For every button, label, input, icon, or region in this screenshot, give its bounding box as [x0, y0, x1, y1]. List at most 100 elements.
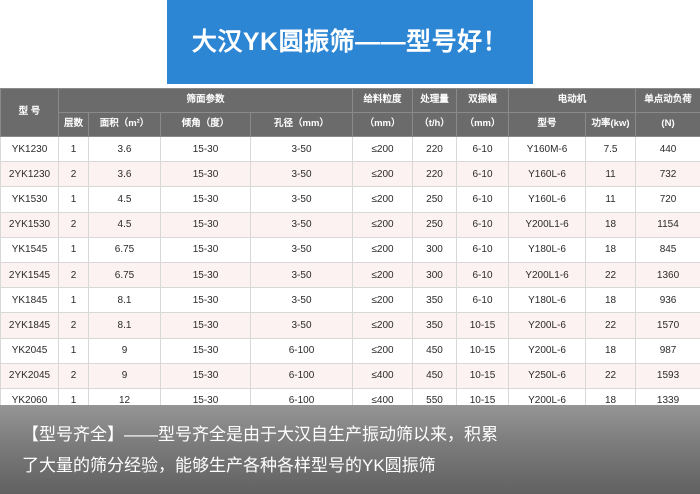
caption-line-2: 了大量的筛分经验，能够生产各种各样型号的YK圆振筛 [22, 455, 436, 475]
table-cell: 9 [88, 337, 161, 364]
table-cell: 6.75 [88, 261, 161, 289]
header-aperture: 孔径（mm） [249, 112, 354, 137]
cell-model: 2YK1530 [0, 211, 59, 238]
table-cell: 845 [635, 236, 700, 263]
table-cell: Y200L-6 [508, 312, 587, 339]
table-cell: 1 [58, 287, 89, 314]
table-cell: 1 [58, 337, 89, 364]
table-cell: 3.6 [88, 161, 161, 188]
table-cell: 6-10 [456, 236, 510, 263]
table-cell: 6.75 [88, 236, 161, 263]
header-layers: 层数 [58, 112, 89, 137]
table-cell: 1154 [635, 211, 700, 238]
table-cell: 6-10 [456, 135, 510, 163]
cell-model: 2YK1545 [0, 261, 59, 289]
table-cell: 15-30 [160, 186, 251, 213]
table-cell: 15-30 [160, 211, 251, 238]
table-cell: Y180L-6 [508, 287, 587, 314]
table-cell: 10-15 [456, 337, 510, 364]
table-cell: 350 [412, 312, 458, 339]
table-cell: 6-10 [456, 211, 510, 238]
table-cell: ≤200 [352, 186, 414, 213]
table-cell: 6-10 [456, 287, 510, 314]
header-screen-params: 筛面参数 [57, 88, 354, 113]
table-cell: 1 [58, 186, 89, 213]
table-cell: 450 [412, 337, 458, 364]
table-cell: 10-15 [456, 312, 510, 339]
header-motor-model: 型号 [508, 112, 587, 137]
table-cell: 10-15 [456, 362, 510, 389]
table-cell: 250 [412, 186, 458, 213]
table-cell: 9 [88, 362, 161, 389]
table-cell: Y160L-6 [508, 186, 587, 213]
table-row: YK1230 1 3.6 15-30 3-50 ≤200 220 6-10 Y160M-6 7.5… [0, 135, 700, 163]
table-cell: 22 [585, 312, 637, 339]
table-row: 2YK1530 2 4.5 15-30 3-50 ≤200 250 6-10 Y200L1-6 1… [0, 211, 700, 238]
table-cell: 6-100 [249, 337, 354, 364]
cell-model: 2YK2045 [0, 362, 59, 389]
table-row: YK1845 1 8.1 15-30 3-50 ≤200 350 6-10 Y180L-6 18 9… [0, 287, 700, 314]
header-amplitude-unit: （mm） [456, 112, 510, 137]
table-cell: 720 [635, 186, 700, 213]
header-single-point-load: 单点动负荷 [635, 88, 700, 113]
cell-model: YK1545 [0, 236, 59, 263]
table-cell: 18 [585, 337, 637, 364]
table-cell: Y160M-6 [508, 135, 587, 163]
header-motor-power: 功率(kw) [585, 112, 637, 137]
table-cell: 6-10 [456, 161, 510, 188]
table-cell: 15-30 [160, 236, 251, 263]
table-cell: 4.5 [88, 186, 161, 213]
table-cell: ≤200 [352, 135, 414, 163]
table-cell: 220 [412, 161, 458, 188]
table-cell: 18 [585, 236, 637, 263]
cell-model: 2YK1230 [0, 161, 59, 188]
table-cell: 1 [58, 135, 89, 163]
table-cell: 250 [412, 211, 458, 238]
table-cell: 732 [635, 161, 700, 188]
table-cell: ≤400 [352, 362, 414, 389]
title-banner: 大汉YK圆振筛——型号好！ [167, 0, 533, 84]
table-cell: 18 [585, 287, 637, 314]
table-row: 2YK1845 2 8.1 15-30 3-50 ≤200 350 10-15 Y200L-6 2… [0, 312, 700, 339]
caption-band: 【型号齐全】——型号齐全是由于大汉自生产振动筛以来，积累 了大量的筛分经验，能够… [0, 405, 700, 494]
table-cell: 300 [412, 261, 458, 289]
table-cell: 2 [58, 161, 89, 188]
table-cell: 22 [585, 261, 637, 289]
header-capacity-unit: （t/h） [412, 112, 458, 137]
table-cell: 440 [635, 135, 700, 163]
table-cell: ≤200 [352, 236, 414, 263]
header-motor: 电动机 [508, 88, 637, 113]
table-row: YK1530 1 4.5 15-30 3-50 ≤200 250 6-10 Y160L-6 11 7… [0, 186, 700, 213]
table-cell: Y250L-6 [508, 362, 587, 389]
table-cell: 1360 [635, 261, 700, 289]
table-cell: 987 [635, 337, 700, 364]
table-cell: 1 [58, 236, 89, 263]
table-cell: 15-30 [160, 287, 251, 314]
table-header-row-1: 型 号 筛面参数 给料粒度 处理量 双振幅 电动机 单点动负荷 动负荷 [0, 88, 700, 137]
table-cell: ≤200 [352, 211, 414, 238]
table-cell: 1593 [635, 362, 700, 389]
table-cell: ≤200 [352, 337, 414, 364]
table-cell: 8.1 [88, 287, 161, 314]
table-cell: 15-30 [160, 312, 251, 339]
table-cell: 18 [585, 211, 637, 238]
header-feed-size: 给料粒度 [352, 88, 414, 113]
table-cell: 15-30 [160, 135, 251, 163]
table-cell: 15-30 [160, 337, 251, 364]
table-cell: 300 [412, 236, 458, 263]
table-cell: 3-50 [249, 287, 354, 314]
header-angle: 倾角（度） [160, 112, 251, 137]
table-row: YK2045 1 9 15-30 6-100 ≤200 450 10-15 Y200L-6 18 9… [0, 337, 700, 364]
table-cell: Y200L-6 [508, 337, 587, 364]
table-row: 2YK2045 2 9 15-30 6-100 ≤400 450 10-15 Y250L-6 22… [0, 362, 700, 389]
table-cell: 15-30 [160, 362, 251, 389]
table-header-row-2: 层数 面积（m²） 倾角（度） 孔径（mm） （mm） （t/h） （mm） 型… [1, 112, 700, 137]
table-cell: 3-50 [249, 186, 354, 213]
table-cell: 220 [412, 135, 458, 163]
table-cell: 4.5 [88, 211, 161, 238]
table-cell: 3.6 [88, 135, 161, 163]
banner-title-text: 大汉YK圆振筛——型号好！ [191, 27, 509, 56]
table-cell: 2 [58, 261, 89, 289]
table-cell: 3-50 [249, 236, 354, 263]
